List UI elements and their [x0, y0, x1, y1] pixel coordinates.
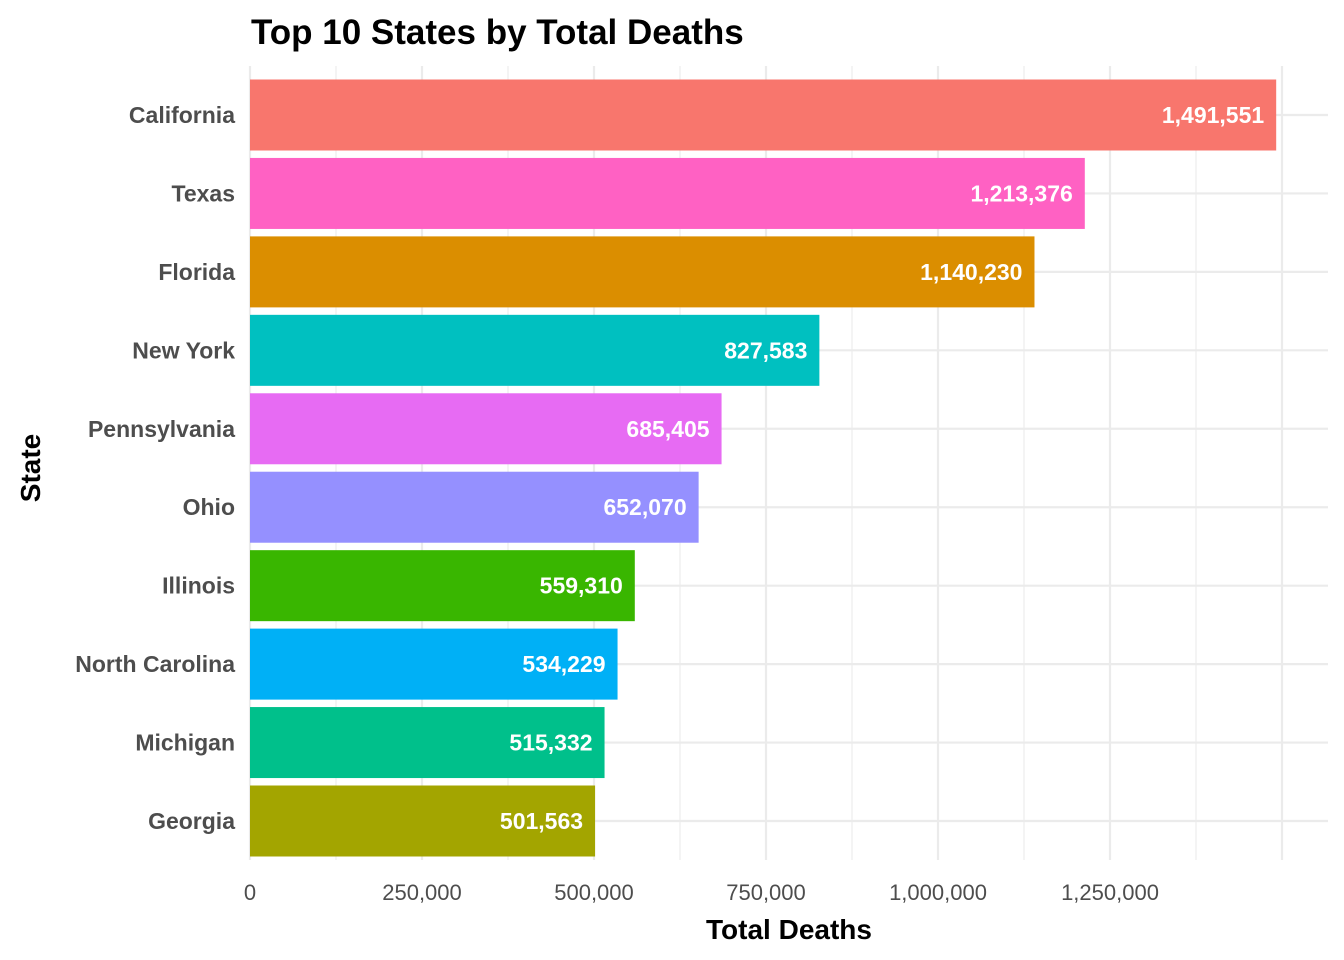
bar-value-label: 685,405 [626, 416, 709, 442]
y-tick-label: Georgia [148, 808, 235, 834]
bar-value-label: 652,070 [603, 494, 686, 520]
bar-michigan [250, 707, 605, 779]
y-tick-label: Ohio [183, 494, 235, 520]
x-tick-label: 1,250,000 [1061, 880, 1159, 905]
y-tick-label: Texas [171, 180, 235, 206]
x-tick-label: 250,000 [382, 880, 462, 905]
bar-pennsylvania [250, 393, 722, 465]
bar-value-label: 559,310 [540, 573, 623, 599]
bars [250, 79, 1277, 857]
bar-new-york [250, 314, 820, 386]
y-tick-label: California [129, 102, 235, 128]
y-tick-label: Illinois [162, 573, 235, 599]
y-tick-label: Pennsylvania [88, 416, 235, 442]
x-axis-tick-labels: 0 250,000 500,000 750,000 1,000,000 1,250,000 [244, 880, 1159, 905]
bar-georgia [250, 785, 596, 857]
bar-texas [250, 157, 1085, 229]
x-tick-label: 500,000 [554, 880, 634, 905]
bar-illinois [250, 550, 635, 622]
x-tick-label: 750,000 [726, 880, 806, 905]
bar-value-labels: 1,491,551 1,213,376 1,140,230 827,583 685,40… [500, 102, 1264, 834]
bar-ohio [250, 471, 699, 543]
bar-value-label: 827,583 [724, 337, 807, 363]
bar-florida [250, 236, 1035, 308]
y-tick-label: New York [132, 337, 235, 363]
bar-value-label: 515,332 [509, 730, 592, 756]
bar-california [250, 79, 1277, 151]
bar-value-label: 501,563 [500, 808, 583, 834]
y-tick-label: Florida [158, 259, 235, 285]
bar-north-carolina [250, 628, 618, 700]
bar-value-label: 1,491,551 [1162, 102, 1265, 128]
y-tick-label: Michigan [135, 730, 235, 756]
bar-value-label: 534,229 [522, 651, 605, 677]
chart-title: Top 10 States by Total Deaths [251, 13, 744, 52]
y-axis-tick-labels: California Texas Florida New York Pennsylvan… [75, 102, 235, 834]
bar-value-label: 1,213,376 [970, 180, 1072, 206]
bar-value-label: 1,140,230 [920, 259, 1022, 285]
y-tick-label: North Carolina [75, 651, 235, 677]
x-tick-label: 0 [244, 880, 256, 905]
x-tick-label: 1,000,000 [889, 880, 987, 905]
y-axis-title: State [15, 434, 46, 502]
x-axis-title: Total Deaths [706, 914, 872, 945]
